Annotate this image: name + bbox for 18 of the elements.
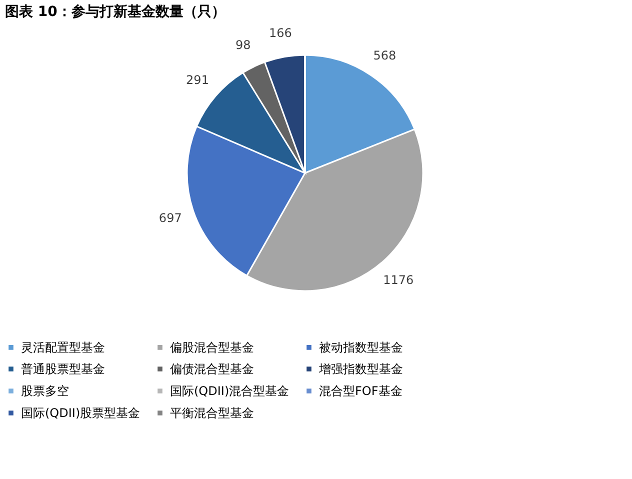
chart-title: 图表 10：参与打新基金数量（只） <box>5 3 226 20</box>
legend-label: 国际(QDII)混合型基金 <box>170 384 290 398</box>
data-label: 568 <box>373 48 396 62</box>
legend-label: 普通股票型基金 <box>21 362 105 376</box>
legend-label: 国际(QDII)股票型基金 <box>21 406 140 420</box>
legend-label: 被动指数型基金 <box>319 340 403 354</box>
legend-label: 混合型FOF基金 <box>319 384 402 398</box>
legend-label: 偏股混合型基金 <box>170 340 254 354</box>
legend-label: 灵活配置型基金 <box>21 340 105 354</box>
legend-label: 增强指数型基金 <box>318 362 403 376</box>
legend-label: 股票多空 <box>21 384 69 398</box>
data-label: 166 <box>268 26 292 40</box>
legend-label: 平衡混合型基金 <box>170 406 254 420</box>
legend-label: 偏债混合型基金 <box>170 362 254 376</box>
data-label: 98 <box>235 38 251 52</box>
data-label: 697 <box>158 211 182 226</box>
data-label: 1176 <box>383 273 414 288</box>
data-label: 291 <box>186 73 209 88</box>
